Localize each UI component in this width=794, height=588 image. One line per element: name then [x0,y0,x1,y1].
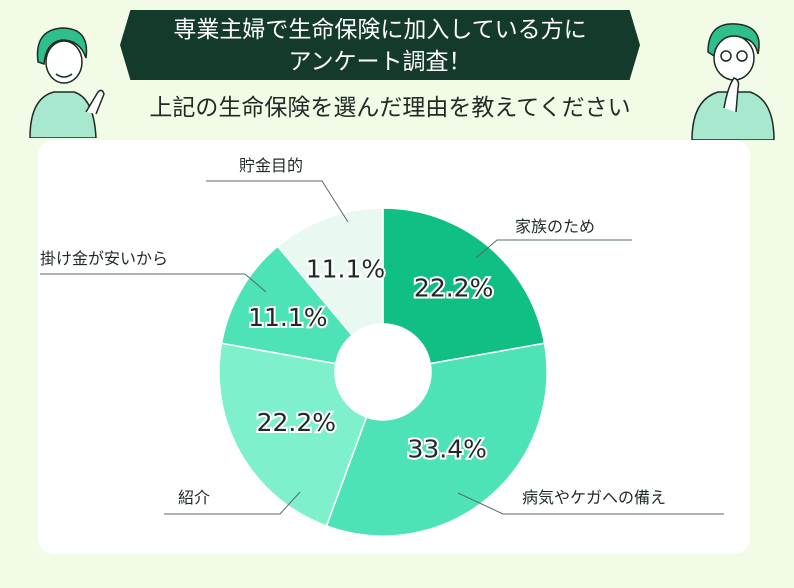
leader-line-5 [206,180,349,223]
title-banner: 専業主婦で生命保険に加入している方に アンケート調査！ [120,10,640,80]
category-label-4: 掛け金が安いから [40,249,168,268]
value-label-3: 22.2% [257,408,336,437]
leader-line-4 [40,273,267,293]
value-label-1: 22.2% [414,274,493,303]
donut-hole [335,324,431,420]
value-label-5: 11.1% [306,255,385,284]
question-heading: 上記の生命保険を選んだ理由を教えてください [149,95,631,121]
category-label-5: 貯金目的 [239,156,303,175]
value-label-2: 33.4% [408,435,487,464]
banner-line-1: 専業主婦で生命保険に加入している方に [173,17,587,43]
category-label-3: 紹介 [178,488,210,507]
value-label-4: 11.1% [248,303,327,332]
banner-line-2: アンケート調査！ [288,49,472,75]
leader-line-2 [457,492,724,515]
category-label-2: 病気やケガへの備え [522,488,666,507]
leader-line-1 [475,239,632,259]
category-label-1: 家族のため [515,217,595,236]
woman-illustration [29,27,105,138]
man-illustration [691,23,775,140]
leader-line-3 [164,491,301,515]
